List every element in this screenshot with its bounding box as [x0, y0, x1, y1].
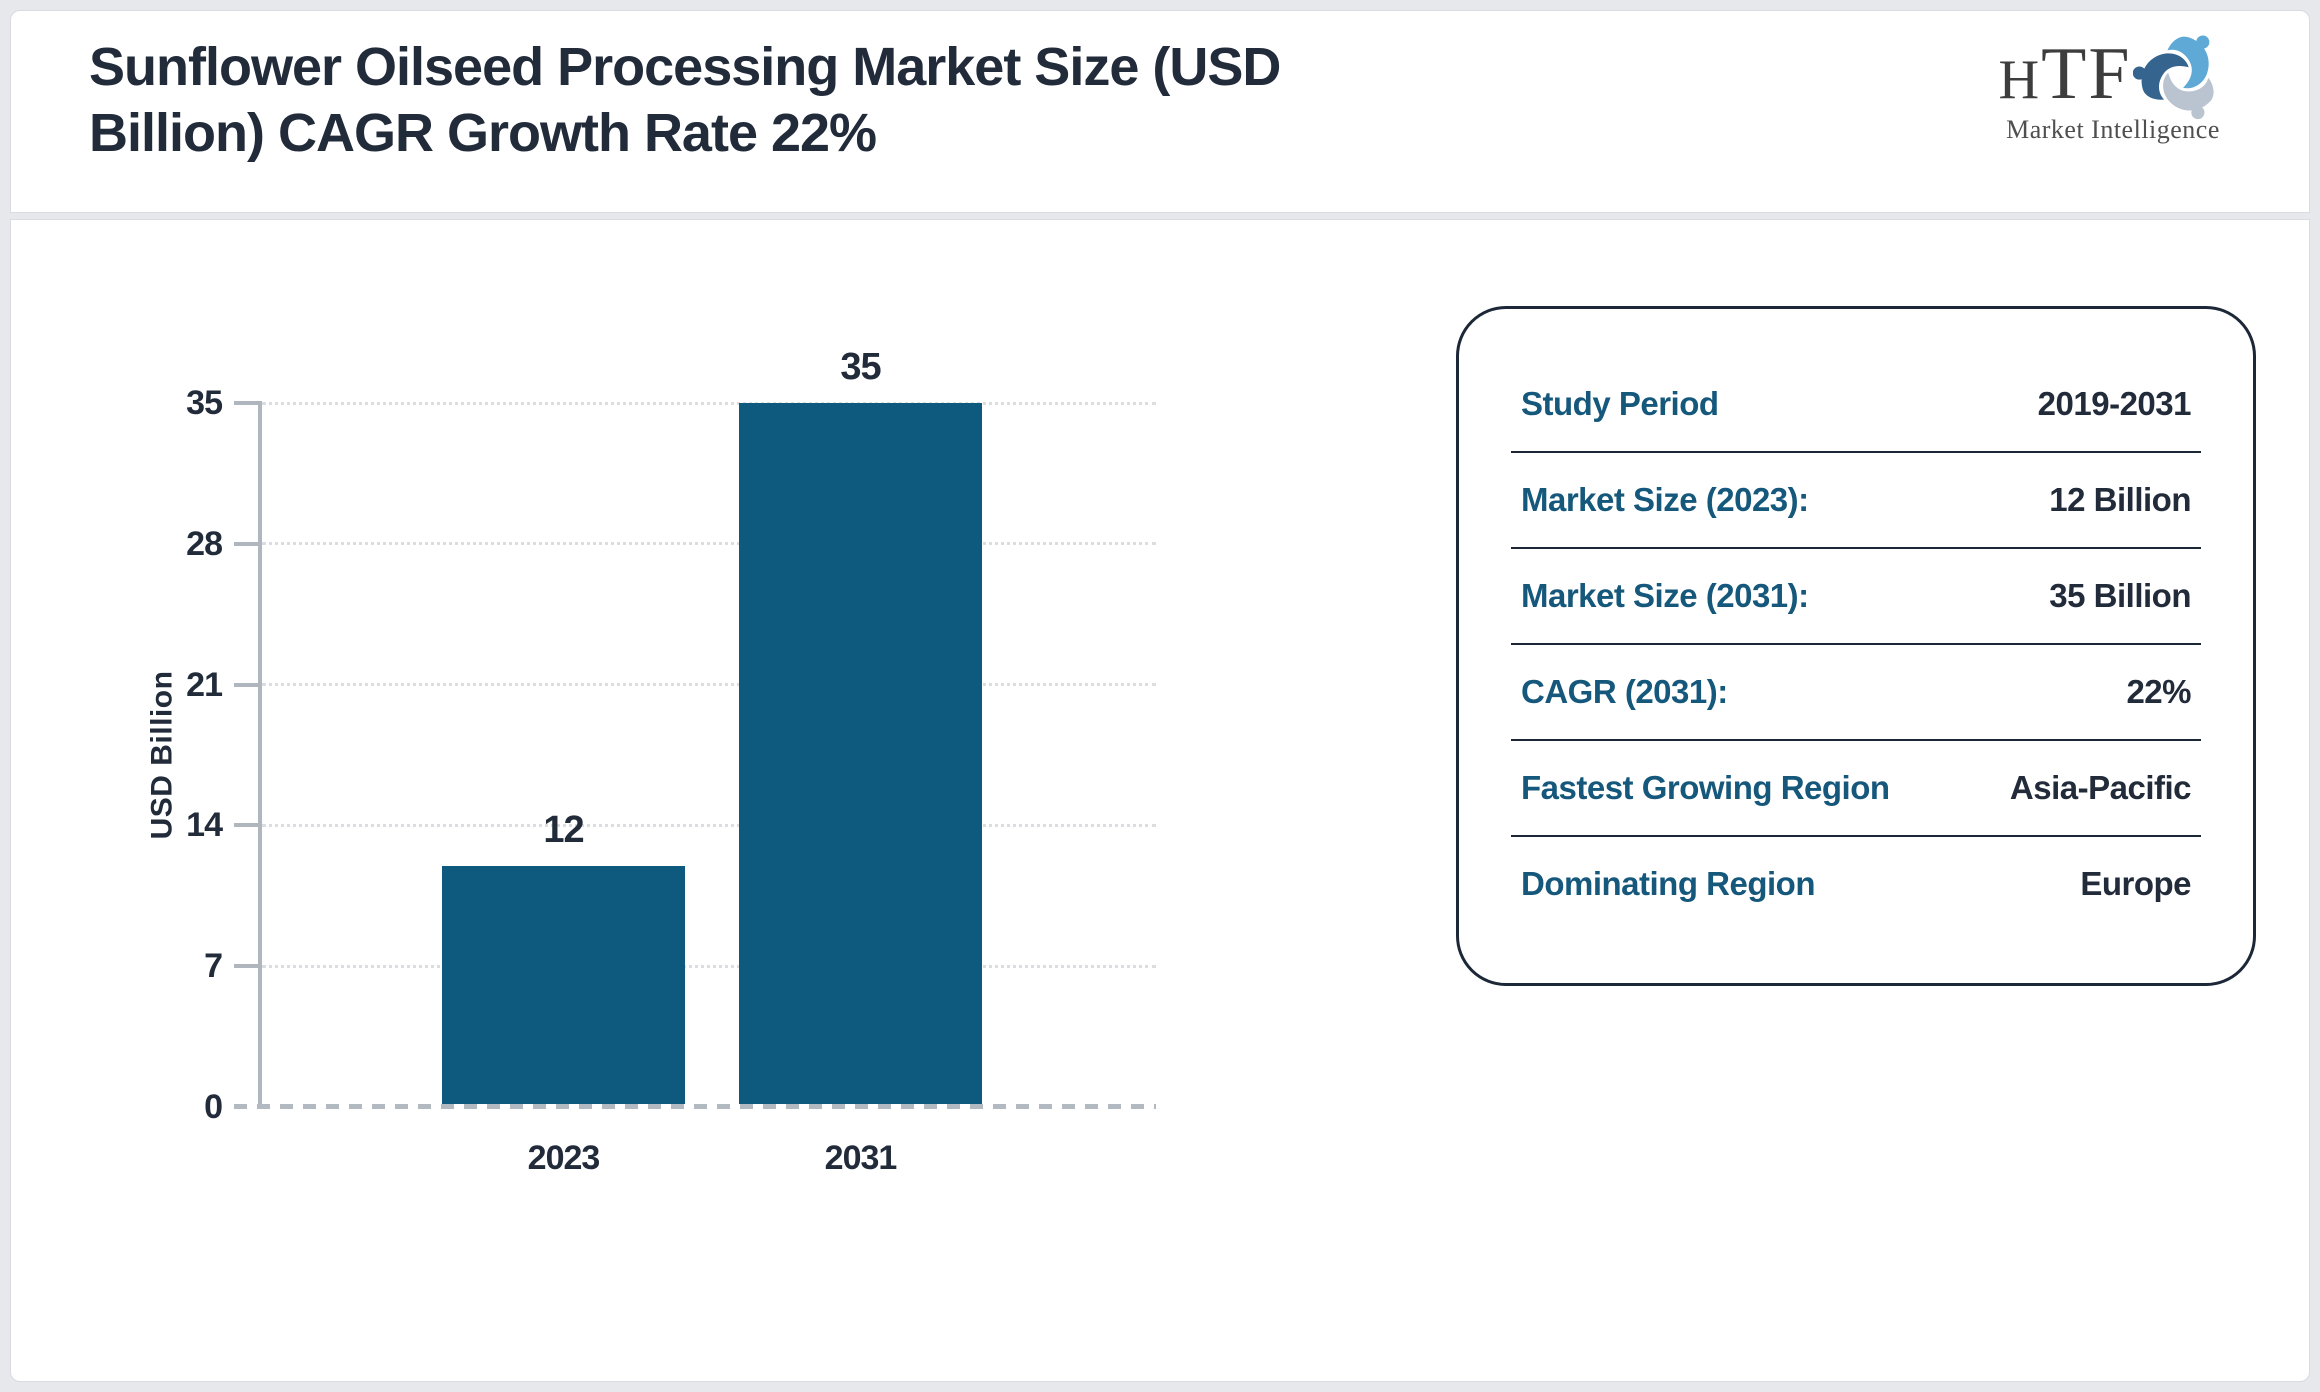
plot-area: 0 7 14 21 28 35 12 2023 35 2031	[186, 346, 1156, 1177]
row-separator	[1511, 739, 2201, 741]
panel-row-market-size-2023: Market Size (2023): 12 Billion	[1459, 453, 2253, 547]
y-tick-label: 28	[186, 524, 223, 563]
row-separator	[1511, 451, 2201, 453]
panel-row-market-size-2031: Market Size (2031): 35 Billion	[1459, 549, 2253, 643]
gridline	[262, 964, 1156, 968]
panel-row-dominating-region: Dominating Region Europe	[1459, 837, 2253, 931]
panel-row-cagr: CAGR (2031): 22%	[1459, 645, 2253, 739]
y-tick-label: 35	[186, 384, 223, 422]
panel-row-study-period: Study Period 2019-2031	[1459, 357, 2253, 451]
y-tick-mark	[234, 541, 262, 546]
logo-text: HTF	[1999, 37, 2132, 111]
y-axis-title-box: USD Billion	[139, 403, 185, 1107]
gridline	[262, 542, 1156, 546]
panel-row-label: Fastest Growing Region	[1521, 769, 1890, 806]
y-tick-mark	[234, 823, 262, 828]
panel-row-value: Europe	[2080, 865, 2191, 902]
y-tick-label: 21	[186, 665, 223, 704]
panel-row-label: Market Size (2023):	[1521, 481, 1809, 518]
y-tick-label: 14	[186, 806, 223, 845]
panel-row-label: CAGR (2031):	[1521, 673, 1728, 710]
logo-letter-h: H	[1998, 49, 2042, 111]
panel-row-label: Dominating Region	[1521, 865, 1815, 902]
panel-row-value: 2019-2031	[2037, 385, 2192, 422]
panel-row-label: Study Period	[1521, 385, 1719, 422]
panel-row-value: 35 Billion	[2049, 577, 2191, 614]
x-tick-label: 2023	[527, 1139, 601, 1177]
logo-subtitle: Market Intelligence	[2006, 115, 2220, 144]
gridline	[262, 823, 1156, 827]
row-separator	[1511, 547, 2201, 549]
gridline	[262, 683, 1156, 687]
y-tick-mark	[234, 401, 262, 405]
panel-row-value: 12 Billion	[2049, 481, 2191, 518]
header-card: Sunflower Oilseed Processing Market Size…	[10, 10, 2310, 213]
x-axis-baseline	[234, 1104, 1156, 1109]
page-title: Sunflower Oilseed Processing Market Size…	[89, 37, 1281, 163]
y-tick-label: 0	[204, 1088, 223, 1126]
y-tick-mark	[234, 682, 262, 687]
y-tick-label: 7	[204, 947, 223, 986]
brand-logo: HTF Market Inte	[1983, 27, 2243, 145]
gridline	[262, 401, 1156, 405]
main-card: USD Billion 0 7 14 21 28 35 12 2023 35 2031 Study…	[10, 219, 2310, 1382]
logo-row: HTF	[1983, 27, 2243, 121]
info-panel: Study Period 2019-2031 Market Size (2023…	[1456, 306, 2256, 986]
x-tick-label: 2031	[824, 1139, 898, 1177]
bar-2023	[442, 865, 685, 1107]
bar-2031	[739, 403, 982, 1107]
panel-row-value: Asia-Pacific	[2009, 769, 2192, 806]
panel-row-fastest-growing-region: Fastest Growing Region Asia-Pacific	[1459, 741, 2253, 835]
logo-letters-tf: TF	[2041, 33, 2132, 115]
bar-value-label: 35	[840, 346, 881, 388]
row-separator	[1511, 835, 2201, 837]
row-separator	[1511, 643, 2201, 645]
bar-value-label: 12	[543, 808, 584, 851]
panel-row-value: 22%	[2126, 673, 2191, 710]
y-tick-mark	[234, 964, 262, 969]
panel-row-label: Market Size (2031):	[1521, 577, 1809, 614]
logo-swirl-icon	[2133, 35, 2215, 120]
